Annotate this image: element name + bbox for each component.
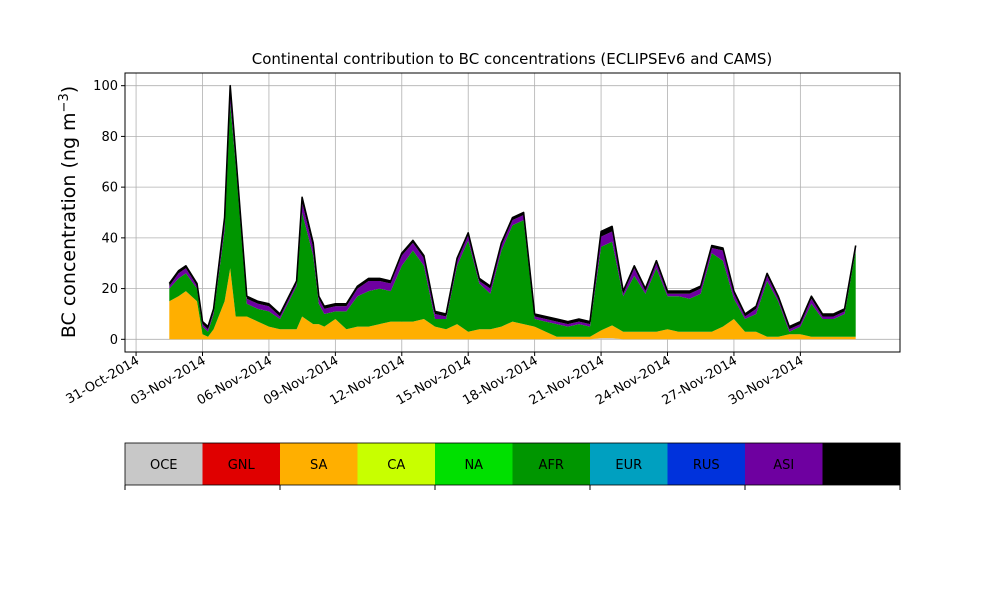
y-tick-label: 60 [101,181,118,196]
legend-swatch-sa [280,443,358,485]
legend-label-gnl: GNL [228,458,256,473]
x-tick-label: 30-Nov-2014 [726,353,806,408]
legend-swatch-rus [667,443,746,485]
legend-colorbar: OCE GNL SA CA NA AFR EUR RUS ASI AUS [124,442,901,490]
y-tick-label: 40 [101,231,118,246]
legend-label-aus: AUS [848,458,875,473]
legend-label-oce: OCE [150,458,178,473]
y-tick-label: 20 [101,282,118,297]
legend-border [124,442,901,486]
y-axis-label: BC concentration (ng m−3) [57,86,80,338]
plot-frame [124,72,901,353]
y-axis: 0 20 40 60 80 100 [93,79,125,348]
y-axis-label-main: BC concentration (ng m [58,112,80,338]
legend-label-na: NA [464,458,483,473]
legend-label-asi: ASI [773,458,794,473]
legend-swatch-oce [125,443,203,485]
legend-swatch-eur [590,443,668,485]
legend-swatch-asi [745,443,823,485]
legend-swatch-aus [822,443,901,485]
total-line [168,84,857,328]
area-afr [169,103,856,337]
legend-label-afr: AFR [539,458,564,473]
x-axis: 31-Oct-201403-Nov-201406-Nov-201409-Nov-… [64,352,806,408]
legend-label-sa: SA [310,458,327,473]
legend-label-rus: RUS [693,458,720,473]
y-tick-label: 80 [101,130,118,145]
legend-label-ca: CA [387,458,405,473]
y-tick-label: 100 [93,79,118,94]
total-outline [168,84,857,328]
legend-swatch-afr [512,443,591,485]
area-sa [169,268,856,340]
stacked-areas [169,85,856,340]
legend-label-eur: EUR [615,458,642,473]
legend-swatch-gnl [202,443,281,485]
y-tick-label: 0 [110,333,118,348]
legend-swatch-ca [357,443,436,485]
y-axis-label-exponent: −3 [57,93,72,112]
legend-swatch-na [435,443,513,485]
chart-title: Continental contribution to BC concentra… [252,50,773,68]
y-axis-label-close: ) [58,86,80,93]
